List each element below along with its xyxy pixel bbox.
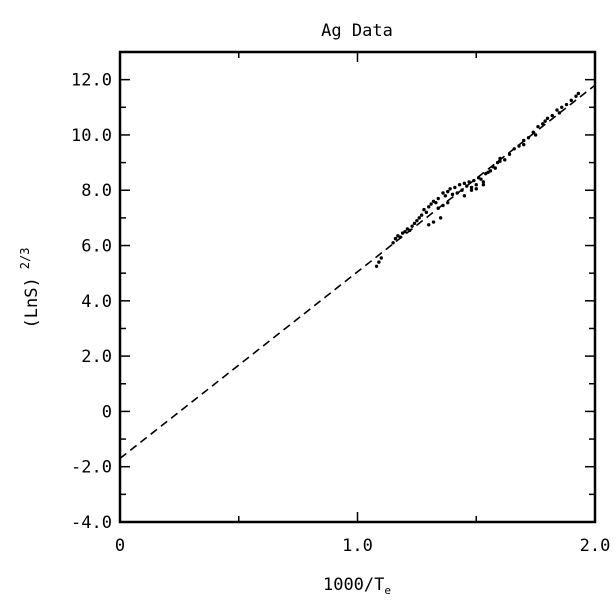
data-point <box>493 166 497 170</box>
data-point <box>574 94 578 98</box>
data-point <box>446 189 450 194</box>
data-point <box>531 130 535 134</box>
data-point <box>512 147 516 151</box>
data-point <box>460 188 464 192</box>
data-point <box>374 264 379 268</box>
data-point <box>533 133 538 137</box>
data-point <box>422 207 426 212</box>
fit-line <box>119 84 596 460</box>
data-point <box>434 200 438 205</box>
data-point <box>507 152 512 156</box>
data-point <box>453 185 457 190</box>
data-point <box>431 220 436 224</box>
data-point <box>498 159 502 163</box>
tick-labels-group: 0 1.0 2.0 -4.0 -2.0 0 2.0 4.0 6.0 8.0 10.0 12.0 <box>71 71 610 556</box>
data-point <box>438 216 443 220</box>
data-point <box>479 177 483 181</box>
y-tick-label: 12.0 <box>71 71 112 91</box>
x-axis-title-subscript: e <box>384 584 391 597</box>
fit-group <box>119 84 596 460</box>
data-point <box>474 187 478 191</box>
data-point <box>436 206 440 210</box>
y-tick-label: -4.0 <box>71 513 112 533</box>
data-point <box>569 98 573 103</box>
data-point <box>424 210 429 215</box>
plot-frame <box>118 50 597 524</box>
data-point <box>541 122 545 126</box>
data-point <box>403 230 407 234</box>
data-point <box>522 142 526 147</box>
data-point <box>474 183 478 187</box>
data-point <box>526 136 531 140</box>
data-point <box>427 223 431 227</box>
data-point <box>469 185 474 190</box>
y-axis-title-main: (LnS) <box>22 277 42 328</box>
y-tick-label: 10.0 <box>71 126 112 146</box>
x-tick-label: 0 <box>115 536 125 556</box>
data-point <box>412 221 417 226</box>
x-tick-label: 1.0 <box>342 536 373 556</box>
data-point <box>557 111 562 115</box>
data-point <box>522 138 526 143</box>
x-axis-title: 1000/Te <box>323 575 391 597</box>
data-point <box>441 203 445 208</box>
data-point <box>462 181 467 186</box>
data-point <box>503 158 507 162</box>
data-point <box>481 180 486 184</box>
data-point <box>450 192 455 197</box>
data-point <box>443 194 448 198</box>
y-tick-label: 4.0 <box>81 292 112 312</box>
data-point <box>457 183 462 187</box>
data-point <box>455 191 459 195</box>
data-point <box>427 205 431 209</box>
data-point <box>560 105 564 109</box>
data-point <box>536 124 540 129</box>
chart-title: Ag Data <box>321 21 393 41</box>
x-tick-label: 2.0 <box>580 536 611 556</box>
y-tick-label: -2.0 <box>71 458 112 478</box>
data-point <box>377 260 381 264</box>
data-point <box>379 256 383 260</box>
data-point <box>419 213 424 217</box>
data-point <box>446 200 450 205</box>
y-tick-label: 0 <box>102 402 112 422</box>
data-point <box>545 116 550 121</box>
data-point <box>564 102 569 107</box>
data-point <box>415 218 419 223</box>
data-point <box>481 183 486 187</box>
ticks-group <box>119 52 596 523</box>
data-point <box>472 178 476 183</box>
data-point <box>543 119 547 123</box>
y-tick-label: 8.0 <box>81 181 112 201</box>
x-axis-title-main: 1000/T <box>323 575 384 595</box>
points-group <box>374 91 581 268</box>
data-point <box>398 235 402 239</box>
data-point <box>410 224 414 228</box>
y-axis-title: (LnS) 2/3 <box>18 248 42 329</box>
data-point <box>429 202 433 206</box>
data-point <box>550 113 554 118</box>
data-point <box>441 191 445 195</box>
data-point <box>417 216 421 220</box>
data-point <box>498 156 502 161</box>
data-point <box>576 91 581 96</box>
data-point <box>408 228 412 233</box>
data-point <box>465 184 469 188</box>
data-point <box>467 180 471 184</box>
data-point <box>436 196 440 201</box>
y-tick-label: 6.0 <box>81 237 112 257</box>
data-point <box>393 236 398 241</box>
y-tick-label: 2.0 <box>81 347 112 367</box>
data-point <box>517 144 521 148</box>
data-point <box>462 194 467 198</box>
data-point <box>448 187 452 191</box>
data-point <box>469 188 474 192</box>
data-point <box>488 169 493 173</box>
plot-frame-group <box>118 50 597 524</box>
data-point <box>391 241 395 245</box>
y-axis-title-superscript: 2/3 <box>18 248 32 270</box>
data-point <box>555 108 559 112</box>
